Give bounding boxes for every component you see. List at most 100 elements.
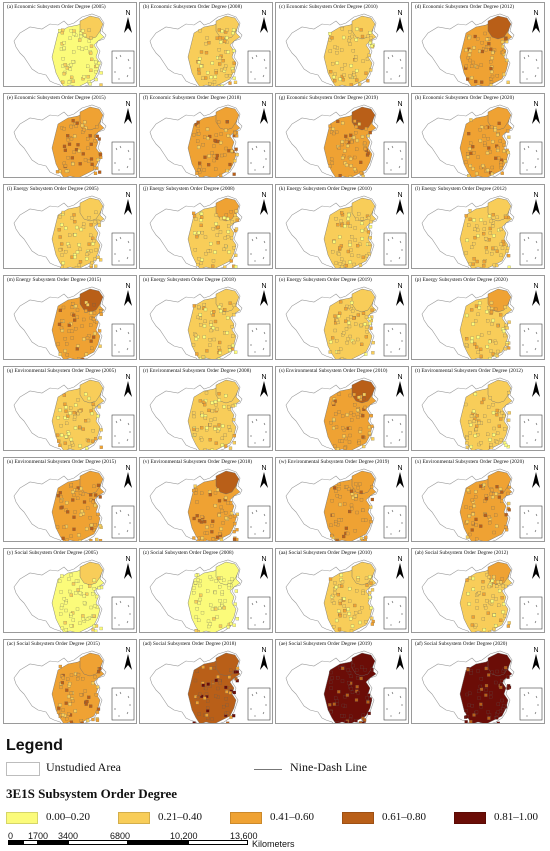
- city-cell: [232, 441, 237, 445]
- city-cell: [97, 405, 101, 409]
- city-cell: [496, 603, 501, 608]
- city-cell: [365, 696, 370, 700]
- south-china-sea-inset: [247, 50, 271, 84]
- city-cell: [75, 347, 79, 351]
- panel-title: (b) Economic Subsystem Order Degree (200…: [143, 4, 242, 10]
- city-cell: [235, 528, 239, 532]
- city-cell: [227, 345, 232, 349]
- map-panel: (f) Economic Subsystem Order Degree (201…: [139, 93, 273, 178]
- city-cell: [207, 490, 212, 494]
- city-cell: [94, 537, 99, 541]
- city-cell: [62, 41, 66, 45]
- city-cell: [86, 506, 90, 510]
- city-cell: [469, 141, 473, 145]
- city-cell: [342, 35, 346, 40]
- city-cell: [191, 488, 196, 493]
- city-cell: [329, 710, 333, 714]
- city-cell: [196, 145, 201, 149]
- north-label: N: [534, 283, 539, 290]
- map-panel: (ae) Social Subsystem Order Degree (2019…: [275, 639, 409, 724]
- city-cell: [370, 616, 374, 620]
- city-cell: [339, 211, 344, 215]
- city-cell: [217, 392, 221, 396]
- city-cell: [96, 483, 101, 487]
- city-cell: [490, 599, 494, 603]
- city-cell: [85, 527, 89, 531]
- city-cell: [471, 576, 475, 581]
- nine-dash-line: [386, 54, 403, 80]
- north-label: N: [262, 647, 267, 654]
- city-cell: [63, 402, 67, 406]
- city-cell: [97, 329, 102, 333]
- city-cell: [488, 339, 492, 344]
- city-cell: [367, 431, 372, 435]
- city-cell: [98, 495, 102, 499]
- city-cell: [224, 444, 228, 448]
- city-cell: [222, 216, 227, 220]
- city-cell: [348, 393, 353, 398]
- city-cell: [334, 618, 339, 623]
- city-cell: [76, 673, 81, 677]
- city-cell: [337, 487, 341, 491]
- panel-title: (af) Social Subsystem Order Degree (2020…: [415, 641, 508, 647]
- city-cell: [56, 439, 61, 443]
- city-cell: [234, 147, 238, 151]
- north-label: N: [126, 283, 131, 290]
- city-cell: [335, 539, 339, 541]
- city-cell: [228, 301, 232, 305]
- city-cell: [94, 59, 98, 64]
- city-cell: [78, 621, 82, 625]
- city-cell: [229, 715, 233, 719]
- nine-dash-line: [386, 236, 403, 262]
- city-cell: [69, 29, 74, 33]
- city-cell: [505, 326, 509, 330]
- nine-dash-line: [114, 691, 131, 717]
- city-cell: [63, 621, 67, 625]
- city-cell: [196, 578, 200, 582]
- city-cell: [217, 28, 222, 32]
- south-china-sea-inset: [383, 50, 407, 84]
- city-cell: [355, 138, 359, 143]
- city-cell: [214, 441, 218, 445]
- city-cell: [499, 253, 503, 258]
- north-label: N: [398, 556, 403, 563]
- city-cell: [482, 259, 486, 264]
- city-cell: [368, 697, 372, 701]
- city-cell: [492, 233, 496, 238]
- city-cell: [507, 346, 511, 350]
- city-cell: [481, 586, 485, 590]
- city-cell: [346, 249, 351, 254]
- city-cell: [226, 625, 230, 629]
- city-cell: [492, 263, 497, 267]
- city-cell: [473, 392, 478, 396]
- class-swatch-4: [342, 812, 374, 824]
- city-cell: [342, 597, 346, 601]
- city-cell: [477, 590, 482, 595]
- city-cell: [58, 491, 62, 495]
- city-cell: [488, 231, 493, 235]
- china-choropleth-map: N: [421, 192, 543, 268]
- city-cell: [504, 37, 508, 41]
- city-cell: [490, 224, 495, 228]
- city-cell: [478, 347, 483, 352]
- city-cell: [475, 599, 479, 603]
- city-cell: [61, 713, 65, 717]
- city-cell: [75, 488, 79, 492]
- city-cell: [96, 414, 100, 418]
- city-cell: [73, 510, 77, 514]
- city-cell: [73, 233, 77, 237]
- city-cell: [354, 494, 358, 498]
- city-cell: [353, 167, 357, 171]
- city-cell: [90, 411, 94, 416]
- city-cell: [223, 236, 228, 240]
- city-cell: [234, 253, 238, 258]
- city-cell: [222, 606, 226, 610]
- city-cell: [506, 675, 510, 679]
- city-cell: [56, 342, 60, 346]
- north-label: N: [262, 283, 267, 290]
- city-cell: [202, 538, 207, 541]
- city-cell: [211, 259, 216, 263]
- city-cell: [335, 720, 339, 723]
- china-choropleth-map: N: [421, 283, 543, 359]
- city-cell: [364, 315, 369, 319]
